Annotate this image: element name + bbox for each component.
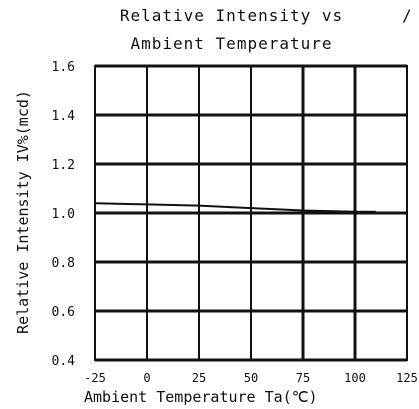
x-axis-label: Ambient Temperature Ta(℃) bbox=[84, 388, 318, 406]
x-tick-label-3: 50 bbox=[244, 371, 258, 385]
y-tick-label-1: 0.6 bbox=[52, 305, 75, 320]
title-fragment-mark: / bbox=[402, 6, 412, 25]
y-tick-label-2: 0.8 bbox=[52, 256, 75, 271]
plot-border bbox=[94, 65, 408, 361]
series-layer bbox=[94, 202, 376, 213]
x-tick-label-4: 75 bbox=[296, 371, 310, 385]
y-axis-label: Relative Intensity IV%(mcd) bbox=[14, 90, 32, 334]
chart-title-line-2: Ambient Temperature bbox=[130, 34, 333, 53]
x-tick-label-1: 0 bbox=[143, 371, 150, 385]
y-tick-label-5: 1.4 bbox=[52, 109, 76, 124]
x-tick-label-6: 125 bbox=[396, 371, 418, 385]
x-tick-label-0: -25 bbox=[84, 371, 106, 385]
grid-layer bbox=[94, 64, 408, 362]
x-tick-label-2: 25 bbox=[192, 371, 206, 385]
y-tick-label-3: 1.0 bbox=[52, 207, 75, 222]
axis-layer: -25 0 25 50 75 100 125 0.4 0.6 0.8 1.0 1.2 1.4 1.6 bbox=[52, 60, 418, 385]
series-line-0 bbox=[94, 202, 376, 213]
y-tick-label-6: 1.6 bbox=[52, 60, 75, 75]
x-tick-label-5: 100 bbox=[344, 371, 366, 385]
chart-title-line-1: Relative Intensity vs bbox=[119, 6, 344, 25]
y-tick-label-4: 1.2 bbox=[52, 158, 75, 173]
y-tick-label-0: 0.4 bbox=[52, 354, 76, 369]
